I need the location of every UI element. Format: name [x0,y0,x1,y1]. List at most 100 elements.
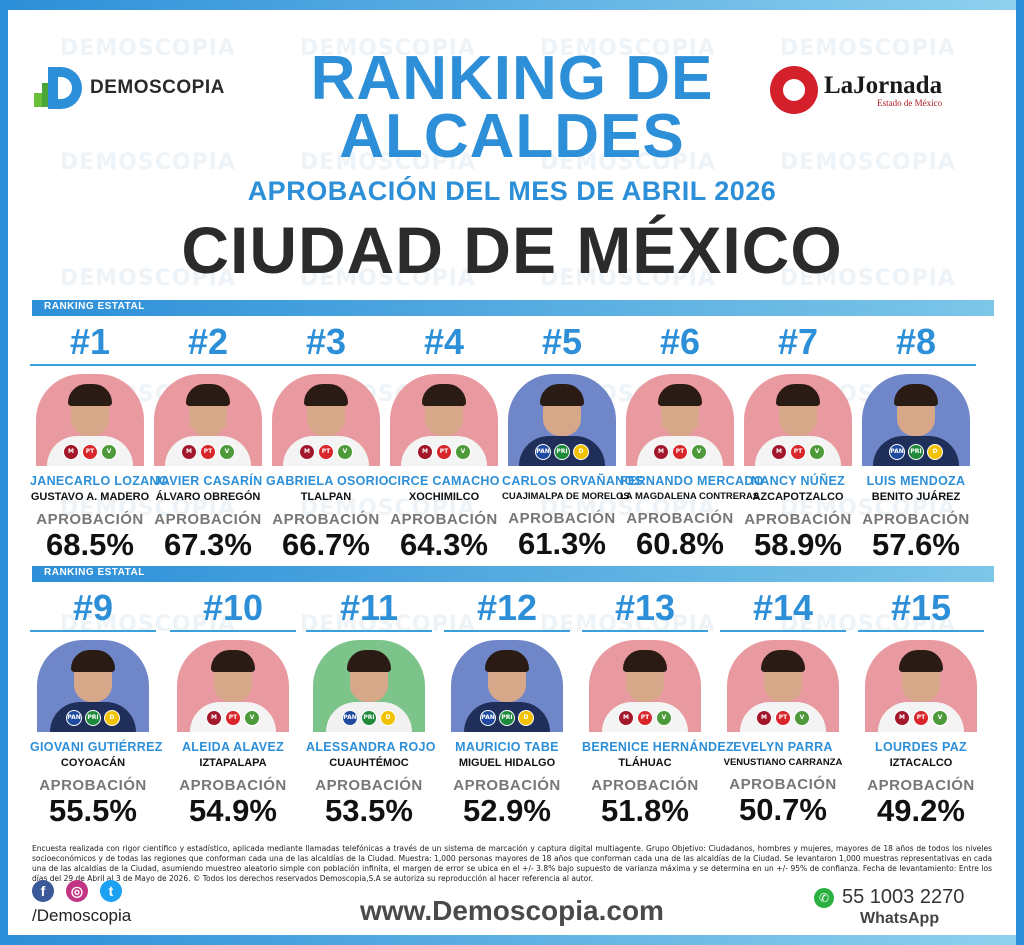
ranking-bar-row1: RANKING ESTATAL [32,300,994,316]
mayor-borough: VENUSTIANO CARRANZA [723,757,843,768]
mayor-borough: COYOACÁN [60,757,126,769]
rank-divider [858,630,984,632]
party-pvem-icon: V [455,444,471,460]
social-handle[interactable]: /Demoscopia [32,906,132,925]
approval-label: APROBACIÓN [591,777,699,794]
rank-number: #8 [895,321,937,362]
rank-number: #10 [202,587,264,628]
watermark-text: DEMOSCOPIA [300,612,476,637]
watermark-text: DEMOSCOPIA [540,612,716,637]
party-pri-icon: PRI [85,710,101,726]
mayor-name: GABRIELA OSORIO [266,474,389,488]
approval-label: APROBACIÓN [626,510,734,527]
party-morena-icon: M [653,444,669,460]
watermark-text: DEMOSCOPIA [60,612,236,637]
party-pri-icon: PRI [554,444,570,460]
mayor-photo: PAN PRI D [508,374,616,466]
mayor-name: ALEIDA ALAVEZ [181,740,285,754]
instagram-icon[interactable]: ◎ [66,880,88,902]
facebook-icon[interactable]: f [32,880,54,902]
rank-number: #2 [187,321,229,362]
mayor-name: LOURDES PAZ [875,740,967,754]
watermark-text: DEMOSCOPIA [60,496,236,521]
left-border [0,0,8,945]
approval-label: APROBACIÓN [453,777,561,794]
approval-label: APROBACIÓN [154,511,262,528]
party-badges: M PT V [154,444,262,460]
approval-label: APROBACIÓN [315,777,423,794]
approval-value: 60.8% [636,526,724,561]
la-jornada-name: LaJornada [824,71,943,99]
ranking-label: RANKING ESTATAL [44,301,145,312]
party-pt-icon: PT [200,444,216,460]
rank-number: #6 [659,321,701,362]
party-prd-icon: D [380,710,396,726]
rank-divider [502,364,622,366]
rank-divider [444,630,570,632]
mayor-card: #10 M PT V ALEIDA ALAVEZ IZTAPALAPA APROBACIÓN… [170,588,296,828]
rank-number: #12 [476,587,538,628]
approval-value: 55.5% [49,793,137,828]
party-badges: M PT V [589,710,701,726]
watermark-text: DEMOSCOPIA [60,266,236,291]
approval-label: APROBACIÓN [867,777,975,794]
approval-value: 61.3% [518,526,606,561]
mayor-borough: XOCHIMILCO [408,491,480,503]
region-title: CIUDAD DE MÉXICO [181,213,843,287]
twitter-icon[interactable]: t [100,880,122,902]
party-pt-icon: PT [672,444,688,460]
whatsapp-contact[interactable]: ✆ 55 1003 2270 [814,886,964,909]
mayor-card: #13 M PT V BERENICE HERNÁNDEZ TLÁHUAC APROBACI… [582,587,734,828]
watermark-text: DEMOSCOPIA [780,612,956,637]
rank-divider [582,630,708,632]
mayor-card: #6 M PT V FERNANDO MERCADO LA MAGDALENA CONTR… [620,321,763,561]
la-jornada-logo: LaJornada Estado de México [770,64,980,116]
approval-value: 57.6% [872,527,960,562]
survey-disclaimer: Encuesta realizada con rigor científico … [32,844,992,883]
rank-divider [720,630,846,632]
watermark-text: DEMOSCOPIA [780,496,956,521]
top-border [0,0,1024,10]
party-badges: M PT V [744,444,852,460]
watermark-text: DEMOSCOPIA [300,496,476,521]
whatsapp-label: WhatsApp [860,910,940,927]
demoscopia-logo-text: DEMOSCOPIA [90,77,225,98]
party-pt-icon: PT [225,710,241,726]
watermark-text: DEMOSCOPIA [540,150,716,175]
mayor-photo: PAN PRI D [313,640,425,732]
party-pan-icon: PAN [889,444,905,460]
bottom-border [0,935,1024,945]
mayor-name: CARLOS ORVAÑANOS [502,474,644,488]
watermark-text: DEMOSCOPIA [300,36,476,61]
approval-value: 52.9% [463,793,551,828]
demoscopia-logo: DEMOSCOPIA [34,66,244,110]
party-pvem-icon: V [337,444,353,460]
mayor-photo: M PT V [589,640,701,732]
mayor-name: MAURICIO TABE [455,740,559,754]
party-morena-icon: M [63,444,79,460]
approval-label: APROBACIÓN [729,776,837,793]
rank-number: #13 [614,587,676,628]
rank-divider [170,630,296,632]
whatsapp-icon: ✆ [814,887,834,908]
party-pvem-icon: V [219,444,235,460]
party-badges: M PT V [626,444,734,460]
party-pvem-icon: V [794,710,810,726]
whatsapp-number: 55 1003 2270 [842,886,965,908]
page-title: RANKING DE ALCALDES [310,44,714,171]
rank-number: #1 [69,321,111,362]
party-pri-icon: PRI [499,710,515,726]
party-badges: M PT V [272,444,380,460]
la-jornada-subtitle: Estado de México [877,97,943,108]
mayor-borough: MIGUEL HIDALGO [458,757,556,769]
website-link[interactable]: www.Demoscopia.com [360,895,664,926]
party-pvem-icon: V [101,444,117,460]
party-prd-icon: D [927,444,943,460]
party-pan-icon: PAN [66,710,82,726]
party-badges: PAN PRI D [508,444,616,460]
mayor-borough: AZCAPOTZALCO [752,491,844,503]
mayor-name: GIOVANI GUTIÉRREZ [30,740,163,754]
party-pt-icon: PT [790,444,806,460]
mayor-card: #9 PAN PRI D GIOVANI GUTIÉRREZ COYOACÁN APROBA… [30,588,163,828]
mayor-borough: IZTACALCO [889,757,953,769]
